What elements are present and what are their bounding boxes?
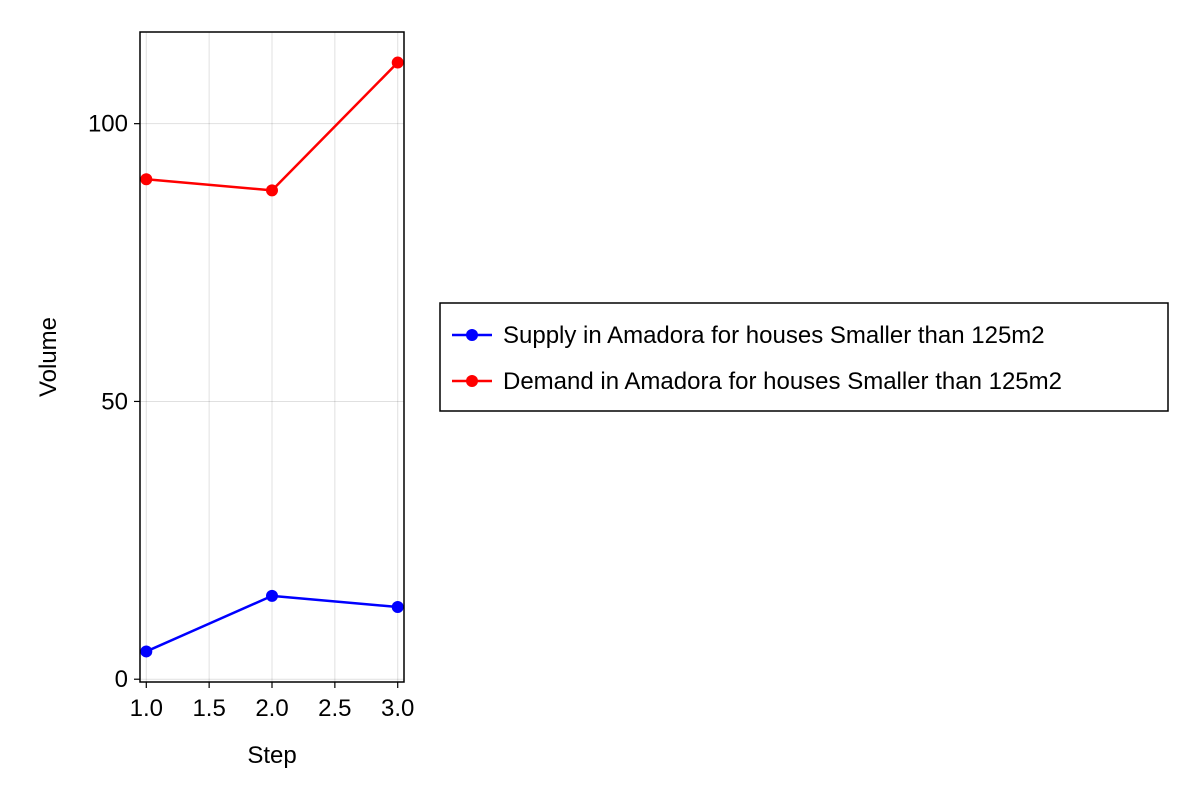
legend-label-supply: Supply in Amadora for houses Smaller tha… (503, 322, 1045, 349)
x-tick-label: 1.0 (130, 695, 163, 722)
data-point-0 (140, 645, 153, 658)
legend-label-demand: Demand in Amadora for houses Smaller tha… (503, 368, 1062, 395)
x-tick-label: 3.0 (381, 695, 414, 722)
legend-entry-supply: Supply in Amadora for houses Smaller tha… (452, 322, 1045, 349)
legend-box (439, 302, 1169, 412)
data-point-1 (391, 56, 404, 69)
legend-swatch-marker (466, 375, 478, 387)
x-tick-label: 2.0 (255, 695, 288, 722)
series-layer (140, 56, 404, 658)
y-tick-label: 0 (115, 666, 128, 693)
axis-ticks: 1.0 1.5 2.0 2.5 3.0 0 50 100 (88, 111, 414, 722)
y-tick-label: 50 (101, 388, 128, 415)
legend: Supply in Amadora for houses Smaller tha… (439, 302, 1169, 412)
data-point-0 (391, 601, 404, 613)
x-tick-label: 2.5 (318, 695, 351, 722)
data-point-1 (140, 173, 153, 186)
legend-swatch-marker (466, 329, 478, 341)
data-point-1 (266, 184, 278, 197)
grid-lines (140, 32, 404, 682)
y-axis-label: Volume (35, 317, 62, 397)
x-tick-label: 1.5 (192, 695, 225, 722)
data-point-0 (266, 589, 278, 602)
y-tick-label: 100 (88, 111, 128, 138)
x-axis-label: Step (247, 742, 296, 769)
legend-entry-demand: Demand in Amadora for houses Smaller tha… (452, 368, 1062, 395)
